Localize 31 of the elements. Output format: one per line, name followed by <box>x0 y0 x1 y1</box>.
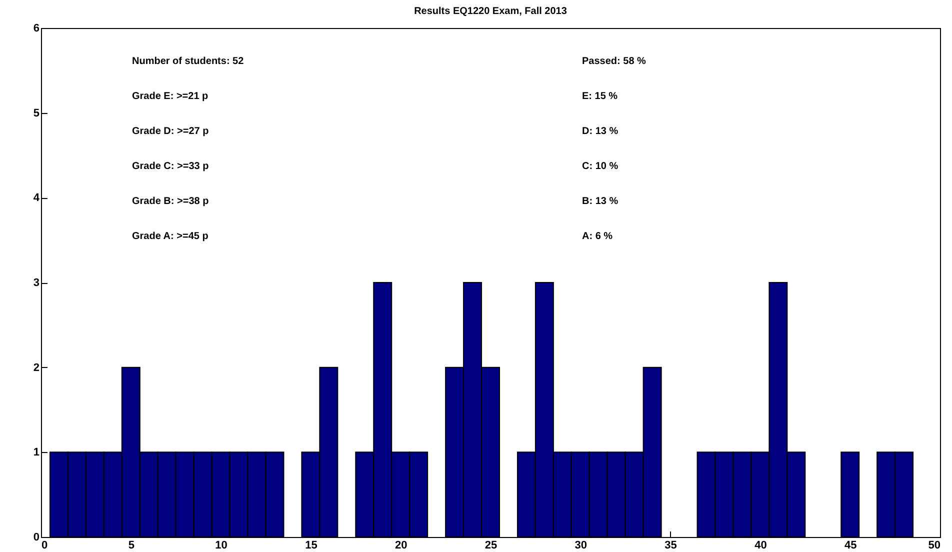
y-tick-label: 4 <box>33 192 40 204</box>
y-tick-label: 2 <box>33 362 40 374</box>
y-tick-label: 5 <box>33 107 40 120</box>
x-tick-label: 50 <box>928 540 940 552</box>
x-tick-label: 10 <box>215 540 228 552</box>
annotation: A: 6 % <box>582 231 613 242</box>
x-tick-label: 35 <box>664 540 677 552</box>
x-tick-label: 5 <box>128 540 134 552</box>
annotation: Number of students: 52 <box>132 56 244 67</box>
annotation: E: 15 % <box>582 91 618 102</box>
x-tick-label: 30 <box>574 540 588 552</box>
annotation: Grade D: >=27 p <box>132 126 209 137</box>
annotation: Grade B: >=38 p <box>132 196 209 207</box>
annotation: B: 13 % <box>582 196 618 207</box>
x-tick-label: 40 <box>754 540 767 552</box>
y-tick-label: 1 <box>33 446 40 459</box>
x-tick-label: 45 <box>844 540 857 552</box>
annotation: Grade C: >=33 p <box>132 161 209 172</box>
annotation: D: 13 % <box>582 126 618 137</box>
annotation: Passed: 58 % <box>582 56 646 67</box>
y-tick-label: 0 <box>33 532 40 544</box>
annotation: Grade E: >=21 p <box>132 91 208 102</box>
y-tick-label: 6 <box>33 22 40 34</box>
x-tick-label: 20 <box>394 540 408 552</box>
x-tick-label: 15 <box>305 540 318 552</box>
x-tick-label: 0 <box>42 540 48 552</box>
annotation: C: 10 % <box>582 161 618 172</box>
chart-title: Results EQ1220 Exam, Fall 2013 <box>414 6 568 17</box>
x-tick-label: 25 <box>484 540 498 552</box>
y-tick-label: 3 <box>33 277 40 289</box>
annotation: Grade A: >=45 p <box>132 231 208 242</box>
